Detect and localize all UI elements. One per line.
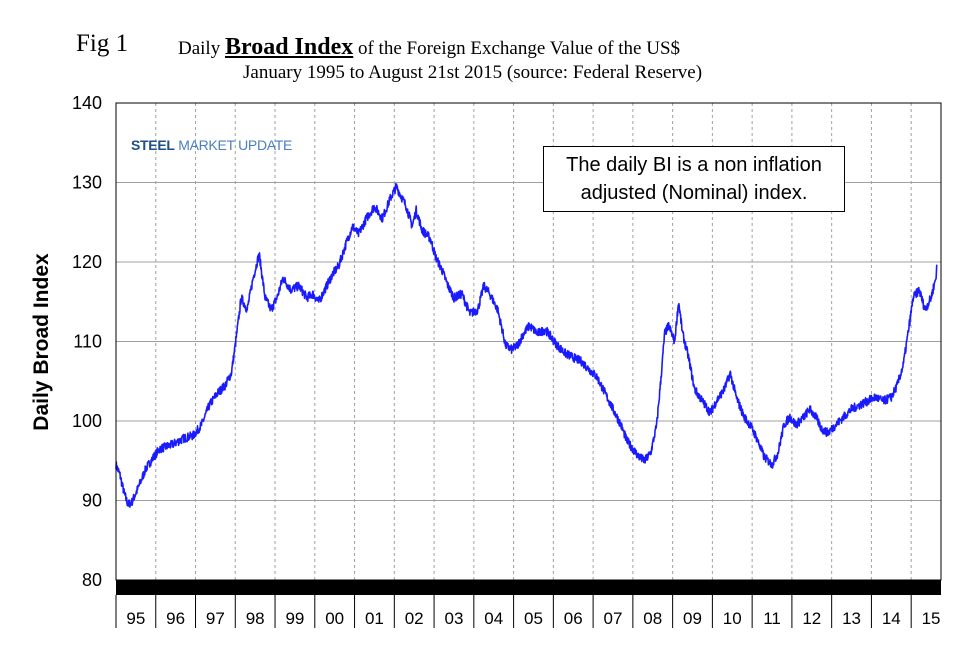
x-tick-label: 13	[842, 609, 861, 628]
logo-market-update-text: MARKET UPDATE	[178, 137, 293, 153]
x-tick-label: 06	[564, 609, 583, 628]
y-tick-label: 100	[72, 411, 102, 431]
x-tick-label: 04	[484, 609, 503, 628]
x-tick-label: 10	[723, 609, 742, 628]
annotation-box: The daily BI is a non inflation adjusted…	[543, 146, 845, 212]
y-tick-label: 120	[72, 252, 102, 272]
x-tick-label: 03	[444, 609, 463, 628]
x-tick-label: 96	[166, 609, 185, 628]
broad-index-line	[115, 183, 938, 508]
x-tick-labels: 95 96 97 98 99 00 01 02 03 04 05 06 07 08 09 10 11 12 13 14…	[115, 595, 941, 628]
logo-steel-text: STEEL	[131, 137, 175, 153]
figure-number: Fig 1	[76, 30, 129, 57]
title-emphasis: Broad Index	[224, 34, 354, 60]
annotation-line-1: The daily BI is a non inflation	[566, 154, 822, 176]
plot-frame	[115, 102, 942, 581]
x-tick-label: 00	[325, 609, 344, 628]
title-suffix: of the Foreign Exchange Value of the US$	[357, 38, 681, 59]
y-tick-label: 110	[73, 332, 102, 352]
y-tick-labels: 80 90 100 110 120 130 140	[72, 93, 102, 590]
x-tick-label: 12	[802, 609, 821, 628]
y-tick-label: 90	[82, 491, 102, 511]
y-tick-label: 130	[72, 173, 102, 193]
x-tick-label: 09	[683, 609, 702, 628]
x-tick-label: 02	[405, 609, 424, 628]
x-tick-label: 15	[922, 609, 941, 628]
x-tick-label: 01	[365, 609, 384, 628]
x-tick-label: 11	[763, 609, 781, 628]
annotation-line-2: adjusted (Nominal) index.	[580, 182, 808, 204]
chart-subtitle: January 1995 to August 21st 2015 (source…	[243, 62, 703, 83]
x-tick-label: 08	[643, 609, 662, 628]
x-tick-label: 05	[524, 609, 543, 628]
x-tick-label: 07	[604, 609, 623, 628]
x-tick-label: 98	[246, 609, 265, 628]
y-tick-label: 80	[82, 570, 102, 590]
x-tick-label: 14	[882, 609, 901, 628]
x-tick-label: 97	[206, 609, 225, 628]
chart-title: Daily Broad Index of the Foreign Exchang…	[178, 34, 680, 61]
x-axis-band	[116, 580, 941, 595]
title-prefix: Daily	[178, 38, 221, 59]
y-tick-label: 140	[72, 93, 102, 113]
steel-market-update-logo: STEEL MARKET UPDATE	[131, 137, 292, 153]
x-tick-label: 95	[126, 609, 145, 628]
x-tick-label: 99	[285, 609, 304, 628]
